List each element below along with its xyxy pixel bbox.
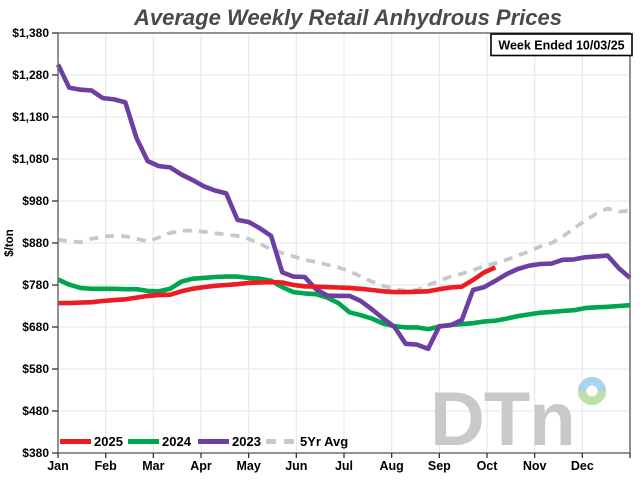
x-tick-label: Jul: [335, 459, 353, 473]
y-tick-label: $1,180: [12, 110, 49, 124]
legend-label-5yr-avg: 5Yr Avg: [300, 434, 348, 449]
x-tick-label: Feb: [95, 459, 118, 473]
x-tick-label: Jan: [47, 459, 69, 473]
dtn-logo-donut-green-icon: [577, 390, 607, 406]
series-line-2023: [55, 63, 632, 352]
x-tick-label: Sep: [428, 459, 451, 473]
x-tick-label: Nov: [523, 459, 547, 473]
dtn-logo-donut-blue-icon: [577, 376, 607, 392]
y-axis-unit-label: $/ton: [4, 229, 16, 256]
y-tick-label: $1,080: [12, 152, 49, 166]
y-tick-label: $380: [22, 446, 49, 460]
legend-label-2025: 2025: [94, 434, 123, 449]
week-ended-box: Week Ended 10/03/25: [490, 33, 633, 57]
legend-label-2024: 2024: [162, 434, 192, 449]
gridlines: [58, 33, 630, 453]
y-tick-label: $480: [22, 404, 49, 418]
y-tick-label: $980: [22, 194, 49, 208]
legend: 2025 2024 2023 5Yr Avg: [60, 434, 348, 449]
x-tick-label: Aug: [380, 459, 404, 473]
series-line-2024: [57, 274, 631, 332]
y-tick-label: $880: [22, 236, 49, 250]
axes: $1,380 $1,280 $1,180 $1,080 $980 $880 $780 $680…: [12, 26, 631, 473]
y-tick-label: $1,280: [12, 68, 49, 82]
series-lines: [55, 63, 632, 352]
x-tick-label: May: [237, 459, 261, 473]
x-tick-label: Mar: [142, 459, 164, 473]
legend-label-2023: 2023: [232, 434, 261, 449]
chart-title: Average Weekly Retail Anhydrous Prices: [133, 5, 562, 30]
series-line-2025: [58, 265, 497, 306]
y-tick-label: $680: [22, 320, 49, 334]
x-tick-label: Apr: [190, 459, 212, 473]
y-tick-label: $1,380: [12, 26, 49, 40]
week-ended-label: Week Ended 10/03/25: [498, 39, 624, 53]
series-line-5yr-avg: [57, 206, 631, 293]
dtn-logo: DTn: [430, 376, 607, 462]
x-tick-label: Oct: [477, 459, 499, 473]
dtn-logo-text: DTn: [430, 377, 575, 462]
y-tick-label: $580: [22, 362, 49, 376]
y-tick-label: $780: [22, 278, 49, 292]
x-tick-label: Jun: [285, 459, 307, 473]
x-tick-label: Dec: [571, 459, 594, 473]
